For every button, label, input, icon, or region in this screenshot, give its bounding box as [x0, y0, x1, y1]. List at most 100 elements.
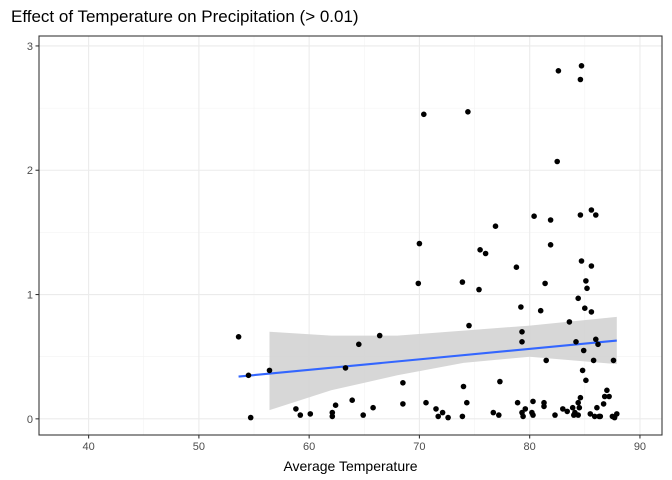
- data-point: [435, 413, 442, 420]
- data-point: [552, 412, 558, 418]
- data-point: [591, 413, 598, 420]
- data-point: [519, 339, 525, 345]
- data-point: [360, 412, 367, 418]
- data-point: [583, 377, 589, 384]
- data-point: [518, 304, 524, 310]
- chart-title: Effect of Temperature on Precipitation (…: [11, 7, 359, 26]
- data-point: [459, 413, 466, 420]
- data-point: [416, 240, 423, 247]
- data-point: [266, 367, 273, 374]
- data-point: [400, 401, 406, 407]
- data-point: [490, 409, 497, 416]
- confidence-band: [269, 316, 617, 411]
- y-tick-label: 1: [27, 290, 33, 302]
- data-point: [293, 406, 299, 412]
- data-point: [614, 411, 620, 417]
- data-point: [245, 372, 252, 379]
- data-point: [594, 404, 600, 411]
- data-point: [537, 307, 544, 314]
- data-point: [547, 217, 554, 223]
- data-point: [587, 411, 594, 417]
- data-point: [476, 286, 482, 293]
- data-point: [575, 295, 581, 302]
- data-point: [590, 357, 597, 364]
- y-tick-label: 2: [27, 165, 33, 177]
- panel-border: [38, 35, 663, 436]
- data-point: [543, 357, 549, 364]
- data-point: [588, 263, 595, 269]
- data-point: [547, 242, 554, 248]
- data-point: [421, 111, 427, 118]
- data-point: [579, 367, 586, 374]
- data-point: [342, 365, 349, 371]
- data-point: [555, 68, 562, 74]
- x-axis-title: Average Temperature: [283, 458, 417, 474]
- data-point: [601, 393, 608, 400]
- major-gridlines: [39, 36, 662, 435]
- data-point: [415, 280, 422, 287]
- data-point: [577, 76, 584, 83]
- data-point: [575, 412, 581, 418]
- data-point: [297, 412, 304, 418]
- data-point: [522, 406, 529, 412]
- data-point: [597, 413, 604, 420]
- data-point: [464, 399, 470, 406]
- data-point: [541, 403, 547, 410]
- data-point: [439, 409, 446, 416]
- regression-line: [238, 339, 617, 378]
- x-tick-label: 80: [524, 441, 536, 453]
- data-point: [332, 402, 339, 409]
- data-point: [482, 250, 489, 257]
- data-point: [465, 109, 471, 115]
- data-point: [514, 399, 521, 406]
- y-tick-label: 0: [27, 414, 33, 426]
- data-point: [445, 414, 451, 421]
- data-point: [496, 412, 502, 418]
- data-point: [349, 397, 356, 404]
- y-tick-label: 3: [27, 41, 33, 53]
- data-point: [606, 393, 612, 400]
- confidence-ribbon: [269, 316, 617, 411]
- data-point: [593, 212, 599, 218]
- x-tick-label: 70: [413, 441, 425, 453]
- data-point: [520, 413, 526, 420]
- data-points: [235, 63, 620, 421]
- data-point: [584, 285, 590, 292]
- data-point: [569, 404, 576, 411]
- data-point: [356, 341, 362, 348]
- data-point: [577, 212, 584, 218]
- data-point: [560, 406, 566, 412]
- x-axis: 40 50 60 70 80 90: [82, 435, 646, 453]
- data-point: [588, 309, 595, 315]
- x-tick-label: 60: [303, 441, 315, 453]
- data-point: [593, 336, 599, 343]
- data-point: [477, 247, 483, 253]
- data-point: [530, 412, 536, 418]
- y-axis: 0 1 2 3: [27, 41, 39, 426]
- data-point: [530, 398, 536, 405]
- x-tick-label: 90: [634, 441, 646, 453]
- data-point: [459, 279, 466, 285]
- data-point: [433, 406, 439, 412]
- data-point: [580, 347, 587, 354]
- data-point: [466, 322, 472, 329]
- data-point: [235, 334, 242, 340]
- data-point: [400, 380, 406, 386]
- data-point: [370, 404, 376, 411]
- data-point: [531, 213, 537, 219]
- x-tick-label: 50: [193, 441, 205, 453]
- data-point: [583, 278, 589, 284]
- data-point: [595, 341, 601, 348]
- data-point: [588, 207, 595, 213]
- data-point: [329, 409, 336, 416]
- data-point: [604, 387, 610, 394]
- data-point: [513, 264, 520, 271]
- data-point: [582, 305, 588, 312]
- data-point: [578, 258, 585, 264]
- data-point: [573, 339, 579, 345]
- data-point: [600, 401, 607, 407]
- data-point: [554, 158, 560, 165]
- data-point: [566, 319, 573, 325]
- data-point: [577, 394, 584, 401]
